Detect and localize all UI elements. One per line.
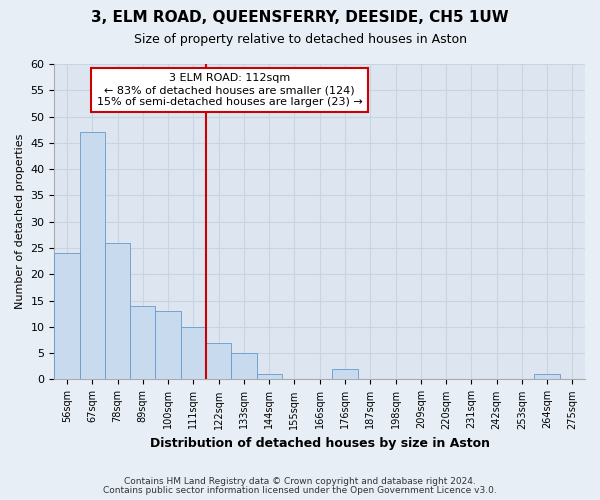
- Bar: [80, 132, 105, 380]
- Bar: [55, 254, 80, 380]
- Text: Size of property relative to detached houses in Aston: Size of property relative to detached ho…: [133, 32, 467, 46]
- Text: 3 ELM ROAD: 112sqm
← 83% of detached houses are smaller (124)
15% of semi-detach: 3 ELM ROAD: 112sqm ← 83% of detached hou…: [97, 74, 362, 106]
- Bar: [332, 369, 358, 380]
- Bar: [206, 342, 231, 380]
- Bar: [535, 374, 560, 380]
- Bar: [105, 243, 130, 380]
- Bar: [231, 353, 257, 380]
- Bar: [181, 327, 206, 380]
- Text: 3, ELM ROAD, QUEENSFERRY, DEESIDE, CH5 1UW: 3, ELM ROAD, QUEENSFERRY, DEESIDE, CH5 1…: [91, 10, 509, 25]
- X-axis label: Distribution of detached houses by size in Aston: Distribution of detached houses by size …: [150, 437, 490, 450]
- Text: Contains public sector information licensed under the Open Government Licence v3: Contains public sector information licen…: [103, 486, 497, 495]
- Y-axis label: Number of detached properties: Number of detached properties: [15, 134, 25, 310]
- Text: Contains HM Land Registry data © Crown copyright and database right 2024.: Contains HM Land Registry data © Crown c…: [124, 477, 476, 486]
- Bar: [155, 311, 181, 380]
- Bar: [257, 374, 282, 380]
- Bar: [130, 306, 155, 380]
